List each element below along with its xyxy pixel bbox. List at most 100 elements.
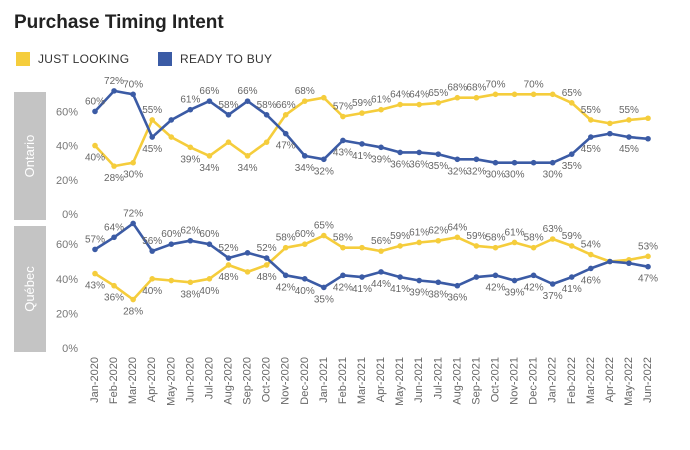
data-point-qubec-ready-to-buy <box>568 274 575 280</box>
series-line-qubec-ready-to-buy <box>93 222 650 289</box>
data-label: 64% <box>390 90 410 101</box>
data-label: 42% <box>276 282 296 293</box>
data-label: 43% <box>333 147 353 158</box>
x-tick-label: May-2020 <box>165 357 177 406</box>
data-point-qubec-ready-to-buy <box>626 260 632 267</box>
data-point-ontario-just-looking <box>530 91 537 98</box>
data-point-ontario-ready-to-buy <box>568 151 575 157</box>
x-tick-label: May-2022 <box>623 357 635 406</box>
x-tick-label: Apr-2022 <box>604 357 616 402</box>
data-point-qubec-just-looking <box>492 244 499 251</box>
data-point-ontario-ready-to-buy <box>301 153 308 159</box>
data-point-ontario-just-looking <box>206 153 213 159</box>
data-point-qubec-just-looking <box>645 253 651 260</box>
x-tick-label: Apr-2020 <box>146 357 158 402</box>
x-tick-label: Feb-2021 <box>337 357 349 404</box>
data-label: 40% <box>85 153 105 164</box>
data-label: 68% <box>447 83 467 94</box>
data-point-qubec-just-looking <box>397 243 403 249</box>
data-label: 45% <box>142 144 162 155</box>
x-tick-label: Oct-2020 <box>261 357 273 402</box>
data-label: 52% <box>218 243 238 254</box>
data-label: 59% <box>466 231 486 242</box>
x-tick-label: Jun-2022 <box>642 357 654 403</box>
data-point-qubec-ready-to-buy <box>187 237 194 244</box>
data-label: 48% <box>218 272 238 283</box>
data-point-ontario-just-looking <box>225 139 232 145</box>
data-point-ontario-just-looking <box>263 139 270 145</box>
data-label: 62% <box>180 226 200 237</box>
y-tick-label: 60% <box>56 239 78 251</box>
data-point-qubec-ready-to-buy <box>244 250 251 256</box>
data-label: 28% <box>123 307 143 318</box>
y-tick-label: 20% <box>56 308 78 320</box>
data-label: 42% <box>524 282 544 293</box>
series-line-qubec-just-looking <box>93 234 650 301</box>
data-label: 59% <box>352 98 372 109</box>
legend-swatch-ready-to-buy <box>158 52 172 66</box>
data-label: 61% <box>409 227 429 238</box>
x-tick-label: Jun-2020 <box>184 357 196 403</box>
y-tick-label: 0% <box>62 209 78 221</box>
data-point-ontario-just-looking <box>473 94 480 101</box>
data-point-ontario-ready-to-buy <box>321 156 327 163</box>
panel-label-box-ontario <box>14 92 46 220</box>
data-point-qubec-ready-to-buy <box>149 248 156 254</box>
data-label: 58% <box>276 233 296 244</box>
data-point-qubec-ready-to-buy <box>454 282 461 289</box>
data-point-qubec-just-looking <box>301 241 308 247</box>
data-label: 45% <box>581 144 601 155</box>
data-point-qubec-ready-to-buy <box>321 284 327 291</box>
data-point-ontario-just-looking <box>378 106 384 113</box>
x-tick-label: Aug-2021 <box>451 357 463 405</box>
data-point-qubec-ready-to-buy <box>645 263 651 270</box>
data-label: 58% <box>257 100 277 111</box>
data-point-ontario-just-looking <box>492 91 499 98</box>
x-tick-label: Jan-2022 <box>547 357 559 403</box>
data-label: 41% <box>390 284 410 295</box>
data-label: 64% <box>409 90 429 101</box>
data-point-ontario-just-looking <box>359 110 365 116</box>
data-label: 36% <box>390 159 410 170</box>
data-label: 39% <box>505 288 525 299</box>
data-label: 70% <box>524 79 544 90</box>
data-point-qubec-just-looking <box>568 243 575 249</box>
data-label: 59% <box>562 231 582 242</box>
data-label: 28% <box>104 173 124 184</box>
legend-swatch-just-looking <box>16 52 30 66</box>
data-point-qubec-ready-to-buy <box>416 277 422 284</box>
data-point-qubec-ready-to-buy <box>130 220 136 227</box>
data-point-ontario-just-looking <box>511 91 518 98</box>
data-point-ontario-just-looking <box>301 98 308 104</box>
data-label: 55% <box>142 105 162 116</box>
data-label: 39% <box>371 154 391 165</box>
data-label: 48% <box>257 272 277 283</box>
x-tick-label: Jan-2020 <box>89 357 101 403</box>
data-point-ontario-ready-to-buy <box>378 144 384 151</box>
data-label: 36% <box>409 159 429 170</box>
x-tick-label: Mar-2021 <box>356 357 368 404</box>
x-tick-label: Nov-2020 <box>280 357 292 405</box>
data-label: 39% <box>180 154 200 165</box>
x-tick-label: Mar-2020 <box>127 357 139 404</box>
data-label: 66% <box>238 86 258 97</box>
data-point-qubec-just-looking <box>378 248 384 254</box>
data-point-ontario-just-looking <box>607 120 613 127</box>
data-label: 60% <box>161 229 181 240</box>
data-point-qubec-ready-to-buy <box>378 269 384 275</box>
y-tick-label: 60% <box>56 106 78 118</box>
data-point-qubec-ready-to-buy <box>359 274 365 280</box>
data-point-ontario-ready-to-buy <box>225 112 232 118</box>
data-point-qubec-just-looking <box>321 232 327 239</box>
data-point-ontario-ready-to-buy <box>435 151 442 157</box>
data-point-ontario-ready-to-buy <box>244 98 251 104</box>
data-point-qubec-just-looking <box>454 234 461 241</box>
data-label: 40% <box>142 286 162 297</box>
data-point-ontario-ready-to-buy <box>206 98 213 104</box>
data-label: 66% <box>276 100 296 111</box>
data-point-ontario-ready-to-buy <box>263 112 270 118</box>
data-label: 53% <box>638 241 658 252</box>
data-label: 59% <box>390 231 410 242</box>
data-label: 35% <box>562 161 582 172</box>
